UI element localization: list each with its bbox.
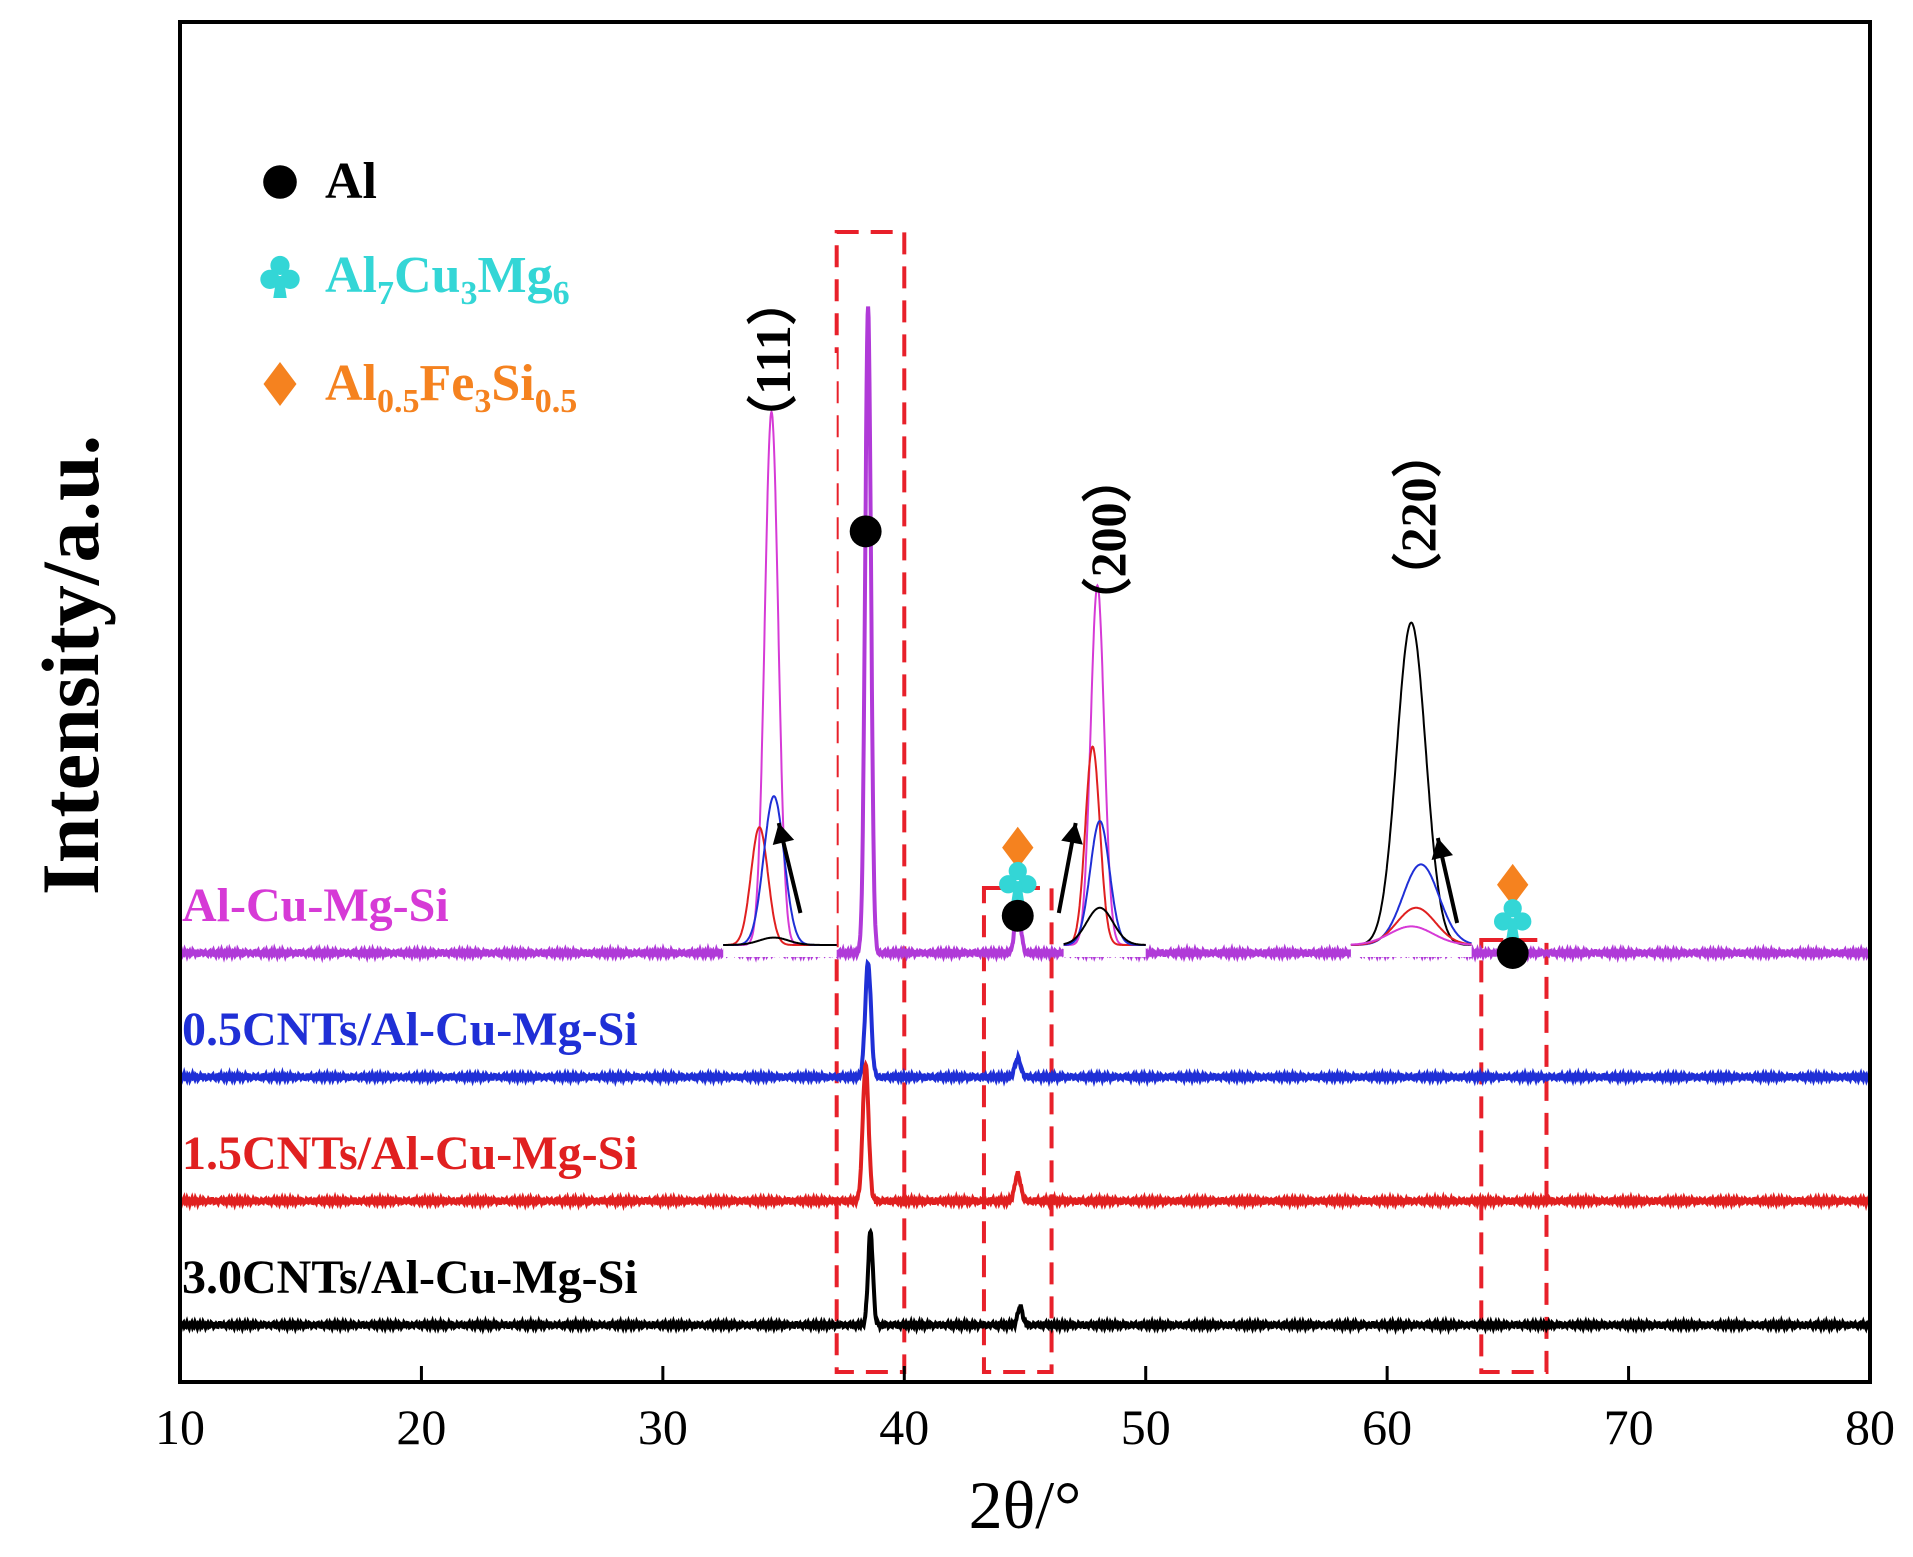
diamond-icon (1002, 826, 1034, 869)
club-icon (260, 255, 300, 298)
x-tick-label: 20 (396, 1399, 446, 1455)
x-tick-label: 50 (1121, 1399, 1171, 1455)
x-tick-label: 10 (155, 1399, 205, 1455)
inset-background (723, 353, 837, 957)
highlight-region-box (981, 886, 1054, 1374)
inset-background (1350, 353, 1472, 957)
series-label: 0.5CNTs/Al-Cu-Mg-Si (182, 1003, 638, 1056)
series-line (180, 1227, 1870, 1336)
series-line (180, 1059, 1870, 1212)
x-tick-label: 70 (1604, 1399, 1654, 1455)
plot-frame (178, 20, 1872, 1384)
legend: Al Al7Cu3Mg6 Al0.5Fe3Si0.5 (260, 153, 577, 420)
diamond-icon (263, 362, 297, 406)
arrow-head (1061, 823, 1083, 845)
shift-arrows (772, 822, 1460, 924)
legend-entry-text: Al0.5Fe3Si0.5 (325, 355, 577, 420)
legend-entry-text: Al7Cu3Mg6 (325, 247, 570, 312)
x-tick-label: 30 (638, 1399, 688, 1455)
inset-peak-trace (1063, 906, 1146, 946)
peak-insets (723, 353, 1472, 957)
inset-peak-trace (1350, 925, 1472, 946)
series-traces (180, 306, 1870, 1336)
al-circle-icon (849, 515, 882, 548)
al-circle-icon (1496, 937, 1529, 969)
hkl-label: （220） (1390, 428, 1446, 603)
x-axis-ticks: 10 20 30 40 50 60 70 80 (155, 1366, 1895, 1455)
al-circle-icon (263, 165, 297, 199)
club-icon (1493, 899, 1532, 940)
diamond-icon (1497, 863, 1529, 906)
x-tick-label: 40 (879, 1399, 929, 1455)
x-axis-label: 2θ/° (969, 1467, 1082, 1543)
x-tick-label: 80 (1845, 1399, 1895, 1455)
series-label: 3.0CNTs/Al-Cu-Mg-Si (182, 1251, 638, 1304)
arrow-head (1431, 838, 1454, 860)
series-labels: Al-Cu-Mg-Si 0.5CNTs/Al-Cu-Mg-Si 1.5CNTs/Al… (182, 879, 638, 1304)
peak-markers (849, 515, 1532, 969)
al-circle-icon (1001, 899, 1034, 932)
hkl-label: （200） (1080, 453, 1136, 628)
legend-entry-text: Al (325, 153, 377, 210)
series-line (180, 958, 1870, 1088)
series-label: 1.5CNTs/Al-Cu-Mg-Si (182, 1127, 638, 1180)
series-label: Al-Cu-Mg-Si (182, 879, 449, 932)
miller-index-labels: （111） （200） （220） (745, 275, 1446, 627)
club-icon (999, 861, 1037, 902)
highlight-region-box (1479, 938, 1549, 1374)
inset-background (1063, 353, 1146, 957)
inset-peak-trace (723, 936, 837, 946)
y-axis-label: Intensity/a.u. (25, 435, 116, 895)
arrow-head (772, 823, 795, 846)
text-labels: 2θ/° Intensity/a.u. (25, 435, 1081, 1543)
series-line (180, 306, 1870, 964)
hkl-label: （111） (745, 275, 801, 444)
x-tick-label: 60 (1362, 1399, 1412, 1455)
